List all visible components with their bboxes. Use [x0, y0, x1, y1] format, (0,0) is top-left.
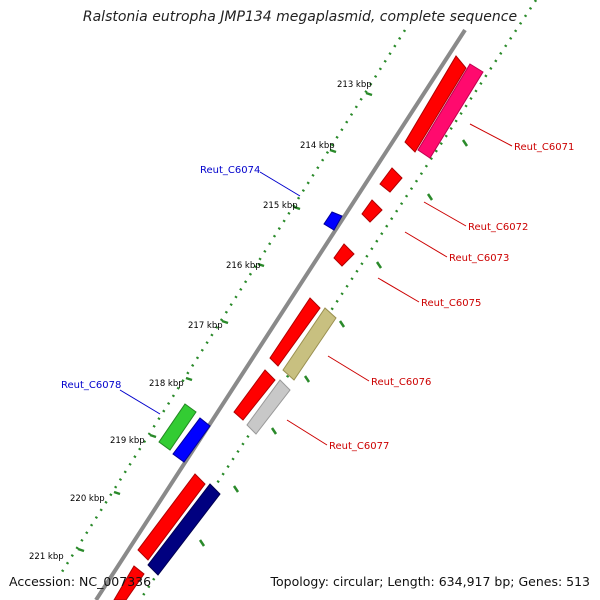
tick-mark	[232, 485, 240, 493]
gene-bar[interactable]	[147, 483, 221, 576]
tick-mark	[338, 320, 346, 328]
inner-guide-line	[58, 29, 407, 576]
tick-mark	[149, 433, 157, 439]
tick-mark	[185, 376, 193, 382]
tick-mark	[221, 319, 229, 325]
gene-bar[interactable]	[404, 55, 467, 153]
gene-label-reut-c6077[interactable]: Reut_C6077	[329, 441, 389, 452]
tick-mark	[375, 261, 383, 269]
tick-label: 219 kbp	[110, 436, 145, 446]
gene-label-reut-c6071[interactable]: Reut_C6071	[514, 142, 574, 153]
gene-bar[interactable]	[269, 297, 321, 367]
tick-mark	[365, 91, 373, 97]
gene-arrow[interactable]	[323, 211, 343, 231]
gene-bar[interactable]	[282, 307, 337, 381]
gene-bar[interactable]	[246, 379, 291, 435]
tick-mark	[461, 139, 469, 147]
tick-label: 216 kbp	[226, 261, 261, 271]
gene-label-reut-c6076[interactable]: Reut_C6076	[371, 377, 431, 388]
tick-label: 213 kbp	[337, 80, 372, 90]
leader-line	[259, 171, 301, 197]
gene-label-reut-c6073[interactable]: Reut_C6073	[449, 253, 509, 264]
label-leaders	[119, 123, 513, 446]
tick-mark	[426, 193, 434, 201]
gene-label-reut-c6075[interactable]: Reut_C6075	[421, 298, 481, 309]
leader-line	[377, 277, 420, 303]
leader-line	[469, 123, 513, 147]
tick-label: 220 kbp	[70, 494, 105, 504]
map-title: Ralstonia eutropha JMP134 megaplasmid, c…	[82, 9, 518, 25]
gene-label-reut-c6074[interactable]: Reut_C6074	[200, 165, 260, 176]
tick-label: 217 kbp	[188, 321, 223, 331]
tick-mark	[113, 490, 121, 496]
tick-mark	[303, 375, 311, 383]
tick-mark	[270, 427, 278, 435]
tick-mark	[293, 205, 301, 211]
outer-tick-marks	[198, 139, 469, 547]
gene-bar[interactable]	[113, 565, 145, 600]
tick-mark	[329, 148, 337, 154]
backbone	[94, 28, 467, 600]
leader-line	[286, 419, 328, 446]
leader-line	[423, 201, 467, 227]
gene-bar[interactable]	[137, 473, 206, 561]
gene-arrow[interactable]	[172, 417, 211, 463]
gene-features	[113, 55, 484, 600]
gene-arrow[interactable]	[333, 243, 355, 267]
tick-mark	[198, 539, 206, 547]
leader-line	[404, 231, 448, 258]
gene-label-reut-c6072[interactable]: Reut_C6072	[468, 222, 528, 233]
tick-label: 218 kbp	[149, 379, 184, 389]
tick-marks	[77, 91, 373, 553]
gene-label-reut-c6078[interactable]: Reut_C6078	[61, 380, 121, 391]
tick-label: 214 kbp	[300, 141, 335, 151]
leader-line	[327, 355, 370, 382]
gene-bar[interactable]	[417, 63, 484, 159]
gene-arrow[interactable]	[379, 167, 403, 193]
tick-mark	[257, 262, 265, 268]
tick-label: 221 kbp	[29, 552, 64, 562]
gene-bar[interactable]	[158, 403, 197, 451]
accession-text: Accession: NC_007336	[9, 574, 152, 589]
tick-label: 215 kbp	[263, 201, 298, 211]
gene-arrow[interactable]	[361, 199, 383, 223]
leader-line	[119, 389, 161, 415]
tick-mark	[77, 547, 85, 553]
summary-text: Topology: circular; Length: 634,917 bp; …	[270, 574, 591, 589]
gene-bar[interactable]	[233, 369, 276, 421]
